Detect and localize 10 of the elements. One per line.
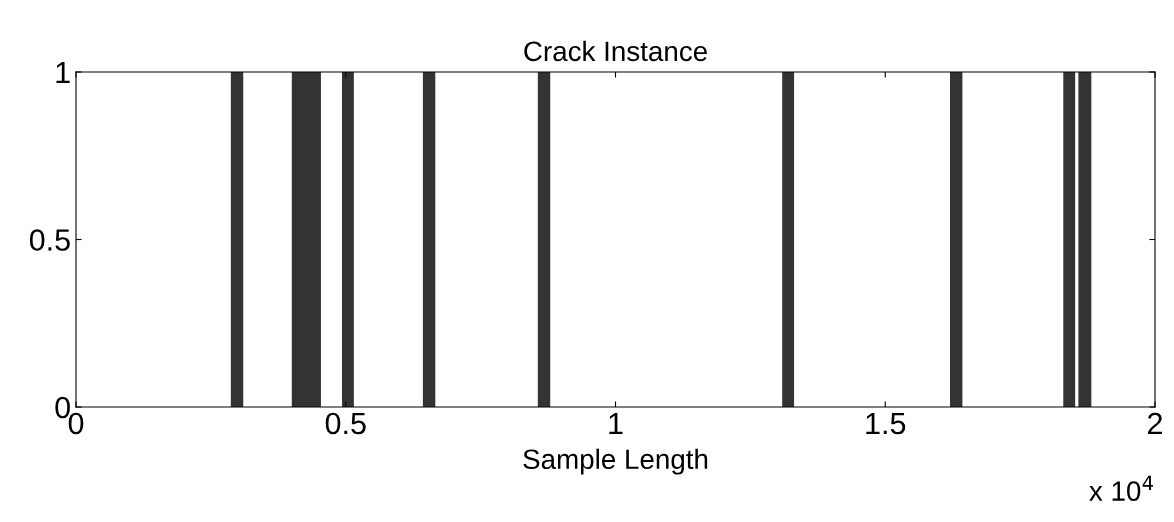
- x-tick-label: 1.5: [866, 412, 906, 435]
- x-axis-title: Sample Length: [523, 448, 708, 475]
- x-tick-label: 2: [1148, 412, 1162, 434]
- y-tick-label: 1: [56, 62, 70, 84]
- y-tick-label: 0: [55, 396, 70, 419]
- text: x 10$^{4}$: [1089, 475, 1153, 501]
- chart-title: Crack Instance: [524, 40, 707, 62]
- y-tick-label: 0.5: [29, 229, 70, 251]
- x-tick-label: 1: [609, 412, 623, 434]
- x-tick-label: 0.5: [325, 412, 366, 435]
